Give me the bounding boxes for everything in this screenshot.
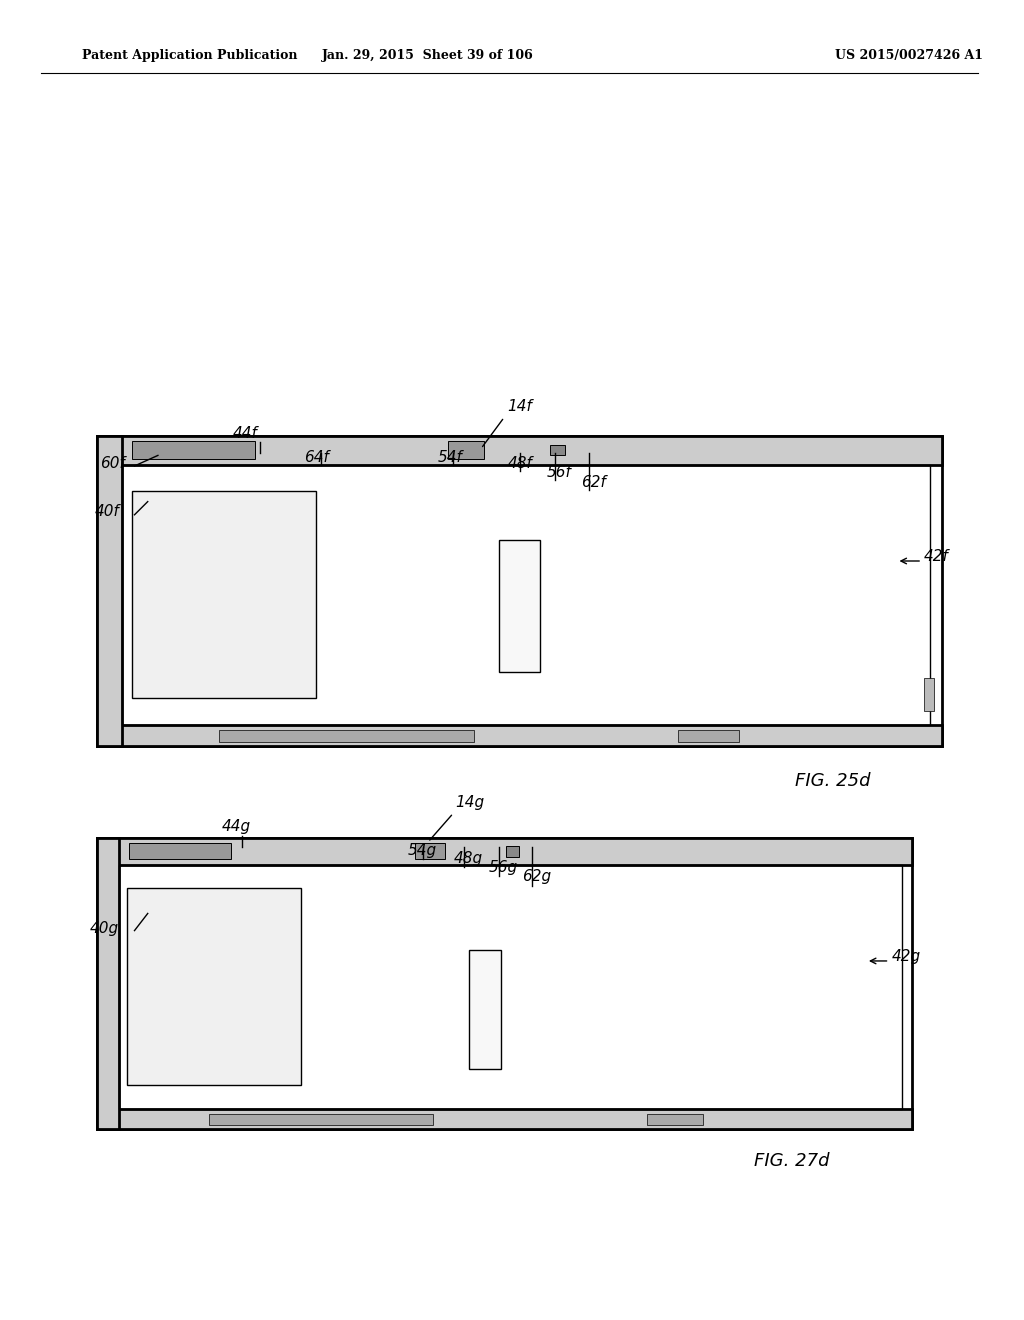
Bar: [97, 725, 942, 746]
Text: US 2015/0027426 A1: US 2015/0027426 A1: [836, 49, 983, 62]
Bar: [119, 865, 902, 1109]
Bar: [924, 678, 934, 711]
Text: 60f: 60f: [100, 457, 125, 471]
Text: 42g: 42g: [892, 949, 921, 964]
Bar: [209, 1114, 433, 1125]
Text: 62f: 62f: [581, 475, 605, 490]
Text: FIG. 27d: FIG. 27d: [754, 1152, 829, 1171]
Bar: [449, 441, 484, 459]
Bar: [97, 436, 122, 746]
Text: 44g: 44g: [222, 820, 251, 834]
Text: 54f: 54f: [438, 450, 463, 465]
Bar: [132, 491, 315, 698]
Bar: [97, 436, 942, 746]
Bar: [129, 843, 231, 859]
Bar: [500, 540, 540, 672]
Bar: [97, 838, 119, 1129]
Text: 48f: 48f: [507, 457, 532, 471]
Bar: [122, 465, 930, 725]
Bar: [469, 950, 502, 1069]
Bar: [97, 436, 942, 465]
Text: Patent Application Publication: Patent Application Publication: [82, 49, 297, 62]
Text: FIG. 25d: FIG. 25d: [795, 772, 870, 791]
Bar: [97, 838, 911, 1129]
Text: 40g: 40g: [90, 921, 119, 936]
Bar: [219, 730, 474, 742]
Bar: [415, 843, 445, 859]
Bar: [127, 888, 301, 1085]
Text: 42f: 42f: [924, 549, 949, 564]
Text: 64f: 64f: [304, 450, 329, 465]
Bar: [550, 445, 565, 455]
Text: 44f: 44f: [232, 426, 257, 441]
Bar: [132, 441, 255, 459]
Text: 56f: 56f: [547, 466, 572, 480]
Bar: [97, 838, 911, 865]
Text: 14g: 14g: [456, 796, 484, 810]
Bar: [97, 1109, 911, 1129]
Text: Jan. 29, 2015  Sheet 39 of 106: Jan. 29, 2015 Sheet 39 of 106: [322, 49, 534, 62]
Text: 62g: 62g: [521, 870, 551, 884]
Bar: [678, 730, 738, 742]
Bar: [647, 1114, 703, 1125]
Text: 14f: 14f: [507, 400, 532, 414]
Text: 40f: 40f: [95, 504, 120, 519]
Bar: [506, 846, 518, 857]
Text: 56g: 56g: [489, 861, 518, 875]
Text: 48g: 48g: [454, 851, 482, 866]
Text: 54g: 54g: [408, 843, 436, 858]
